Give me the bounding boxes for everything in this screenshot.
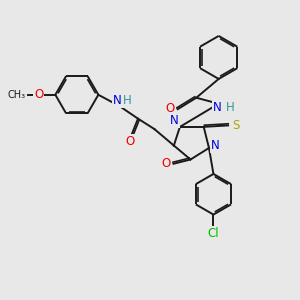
- Text: N: N: [213, 101, 222, 114]
- Text: H: H: [123, 94, 132, 107]
- Text: O: O: [125, 135, 135, 148]
- Text: S: S: [232, 119, 239, 132]
- Text: N: N: [113, 94, 122, 107]
- Text: O: O: [161, 158, 171, 170]
- Text: H: H: [226, 101, 234, 114]
- Text: CH₃: CH₃: [8, 90, 26, 100]
- Text: O: O: [34, 88, 43, 101]
- Text: N: N: [211, 139, 220, 152]
- Text: N: N: [170, 114, 179, 128]
- Text: Cl: Cl: [208, 227, 219, 240]
- Text: O: O: [166, 102, 175, 115]
